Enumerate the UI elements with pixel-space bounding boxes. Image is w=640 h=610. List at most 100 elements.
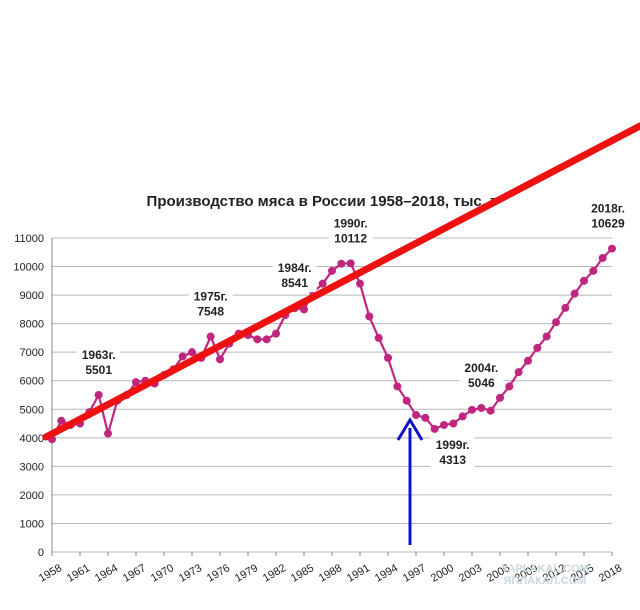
y-tick-label: 3000 — [20, 461, 44, 473]
data-point — [524, 356, 532, 365]
watermark-line-2: ЯПЛАКАЛ.COM — [504, 575, 587, 587]
data-point — [132, 378, 140, 387]
x-tick-label: 1967 — [121, 562, 148, 585]
x-tick-label: 1988 — [317, 562, 344, 585]
data-point — [188, 348, 196, 357]
x-tick-label: 2018 — [597, 562, 624, 585]
data-point — [598, 253, 607, 262]
y-tick-label: 6000 — [20, 376, 44, 388]
data-point — [393, 382, 402, 391]
data-point — [486, 406, 495, 415]
y-axis-ticks: 0 1000 2000 3000 4000 5000 6000 7000 8000 9000 100… — [13, 233, 44, 559]
y-tick-label: 8000 — [20, 319, 44, 331]
data-point — [440, 420, 448, 429]
x-tick-label: 1970 — [149, 562, 176, 585]
data-point — [253, 335, 262, 344]
x-tick-label: 1979 — [233, 562, 260, 585]
data-point — [496, 393, 504, 402]
annotation-value: 8541 — [281, 276, 308, 290]
x-tick-label: 1973 — [177, 562, 204, 585]
data-point — [337, 259, 346, 268]
y-tick-label: 1000 — [20, 518, 44, 530]
data-point — [580, 276, 588, 285]
annotation-background — [272, 260, 317, 293]
data-point — [318, 279, 327, 288]
annotation-label: 2004г.5046 — [459, 359, 504, 392]
data-point — [300, 305, 308, 314]
data-point — [178, 352, 187, 361]
data-point — [570, 289, 579, 298]
series-line — [51, 247, 613, 440]
data-point — [402, 396, 411, 405]
overlay-drawings — [42, 122, 640, 545]
data-point — [272, 329, 280, 338]
x-tick-label: 1958 — [37, 562, 64, 585]
data-point — [262, 335, 271, 344]
data-point — [328, 266, 336, 275]
data-point — [589, 266, 598, 275]
data-point — [430, 424, 439, 433]
annotation-label: 1984г.8541 — [272, 260, 317, 293]
red-trend-line — [42, 122, 640, 441]
data-point — [412, 410, 420, 419]
data-point — [608, 244, 616, 253]
y-tick-label: 0 — [38, 547, 44, 559]
data-point — [104, 429, 112, 438]
annotation-year: 1963г. — [82, 348, 116, 362]
annotation-value: 5501 — [85, 363, 112, 377]
data-point — [206, 332, 215, 341]
data-point — [346, 259, 355, 268]
x-tick-label: 1964 — [93, 562, 120, 585]
watermark-line-1: YAPLAKAL.COM — [501, 563, 589, 575]
annotation-year: 2004г. — [464, 361, 498, 375]
annotation-label: 2018г.10629 — [586, 200, 630, 233]
data-point — [552, 318, 560, 327]
annotation-background — [586, 200, 630, 233]
annotation-background — [188, 288, 233, 321]
annotation-year: 1990г. — [334, 216, 368, 230]
data-point — [514, 368, 523, 377]
data-point — [505, 382, 514, 391]
y-tick-label: 7000 — [20, 347, 44, 359]
blue-arrow-head — [396, 417, 424, 441]
data-point — [216, 355, 224, 364]
annotation-label: 1999г.4313 — [430, 436, 475, 469]
annotation-label: 1990г.10112 — [328, 215, 373, 248]
data-point — [468, 405, 476, 414]
data-point — [356, 279, 364, 288]
annotation-value: 10112 — [334, 231, 367, 245]
annotation-value: 10629 — [591, 217, 625, 231]
data-point — [561, 303, 570, 312]
annotation-value: 7548 — [197, 305, 224, 319]
annotation-label: 1963г.5501 — [76, 346, 121, 379]
y-tick-label: 5000 — [20, 404, 44, 416]
data-point — [384, 353, 392, 362]
annotation-year: 1999г. — [436, 438, 470, 452]
y-tick-label: 10000 — [13, 262, 44, 274]
watermark: YAPLAKAL.COM ЯПЛАКАЛ.COM — [501, 563, 589, 587]
data-point — [533, 343, 542, 352]
data-point — [421, 413, 430, 422]
x-tick-label: 1994 — [373, 562, 400, 585]
gridlines — [51, 237, 612, 553]
annotation-background — [459, 359, 504, 392]
data-point — [542, 332, 551, 341]
annotation-value: 5046 — [468, 376, 495, 390]
annotation-background — [76, 346, 121, 379]
data-point — [458, 412, 467, 421]
data-point — [94, 390, 103, 399]
data-point — [365, 312, 374, 321]
annotation-year: 2018г. — [591, 202, 625, 216]
data-point — [477, 403, 486, 412]
x-tick-label: 2000 — [429, 562, 456, 585]
data-point — [57, 416, 66, 425]
x-tick-label: 1982 — [261, 562, 288, 585]
data-point — [449, 419, 458, 428]
x-tick-label: 1991 — [345, 562, 372, 585]
annotation-year: 1984г. — [278, 261, 312, 275]
y-tick-label: 4000 — [20, 433, 44, 445]
y-tick-label: 11000 — [14, 233, 44, 245]
y-tick-label: 2000 — [20, 490, 44, 502]
y-tick-label: 9000 — [20, 290, 44, 302]
